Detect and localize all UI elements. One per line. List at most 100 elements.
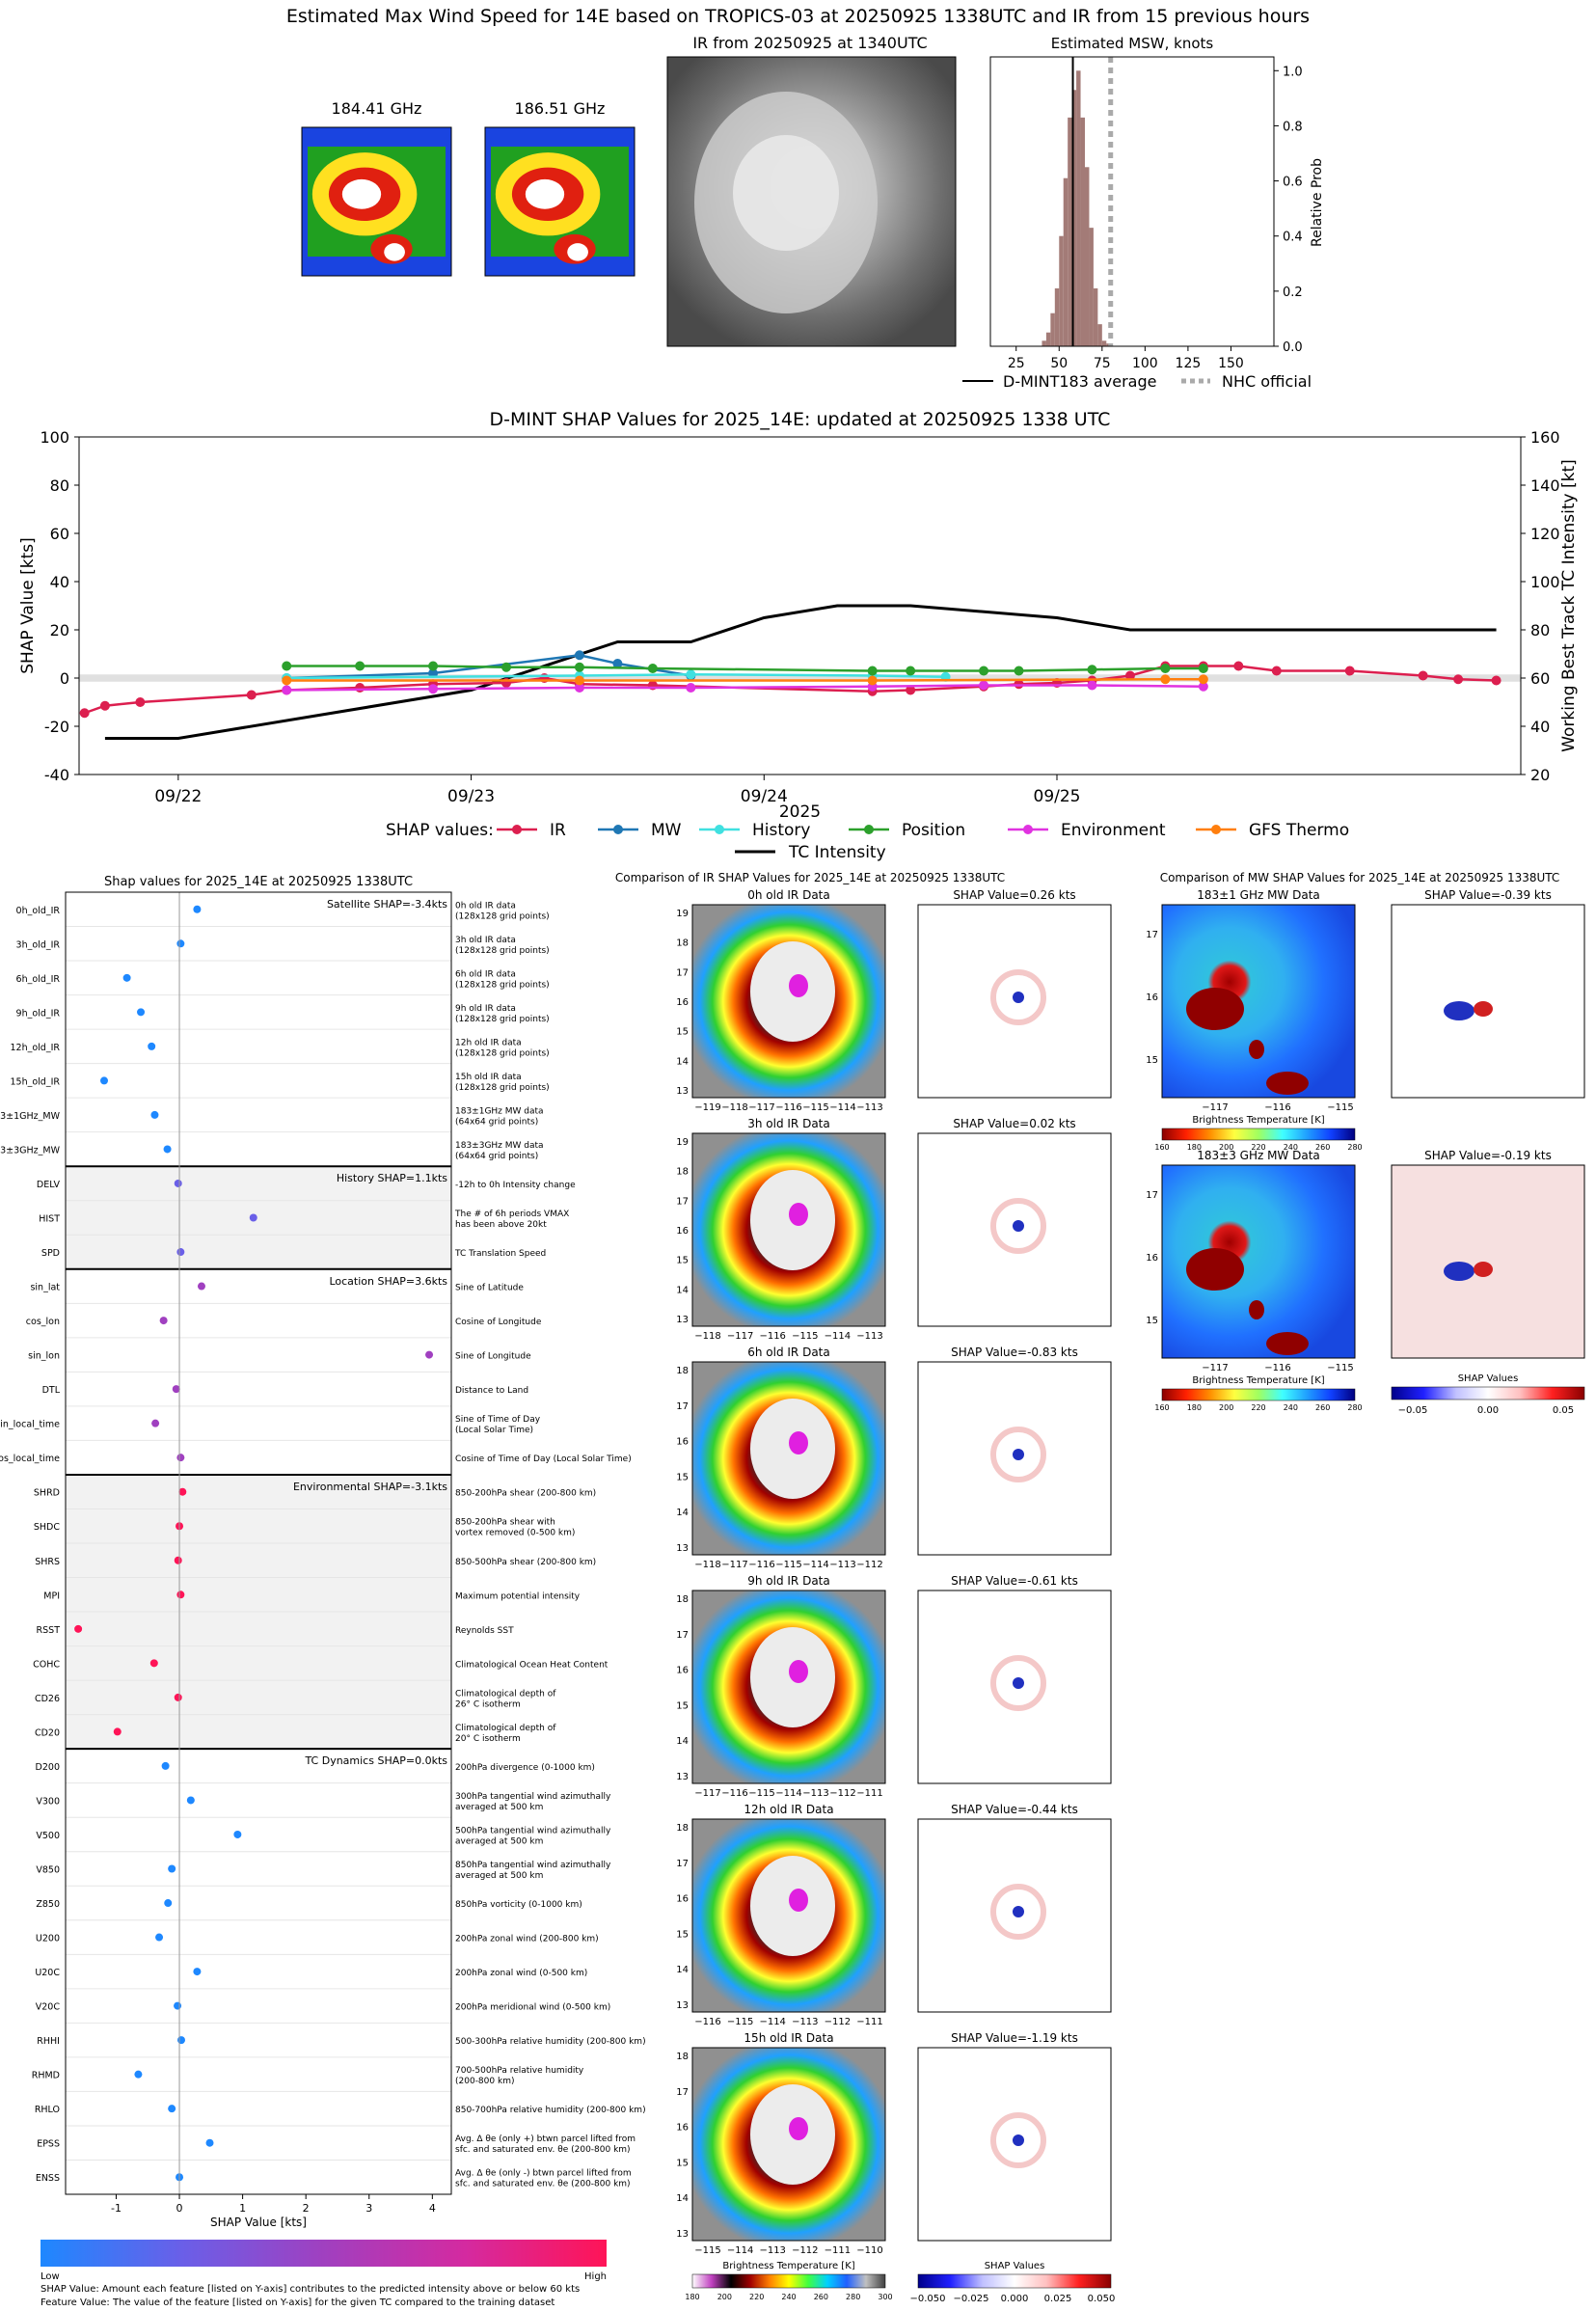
feature-desc: 200hPa meridional wind (0-500 km) bbox=[455, 2003, 610, 2013]
series-point-position bbox=[355, 661, 365, 671]
intensity-ytick-label: 40 bbox=[1530, 718, 1550, 736]
feature-point bbox=[193, 1968, 202, 1976]
shap-ytick-label: -40 bbox=[44, 766, 69, 784]
ir-xtick-label: −116 bbox=[721, 1788, 747, 1799]
series-point-ir bbox=[135, 697, 146, 707]
feature-name: HIST bbox=[39, 1214, 60, 1225]
feature-name: RHLO bbox=[35, 2105, 60, 2115]
ir-ytick-label: 17 bbox=[676, 1630, 689, 1641]
ir-ytick-label: 18 bbox=[676, 1366, 689, 1376]
mw-thumb-1-white2 bbox=[384, 243, 405, 261]
feature-name: sin_lat bbox=[30, 1283, 60, 1293]
feature-point bbox=[122, 973, 131, 982]
series-point-mw bbox=[612, 659, 623, 668]
feature-name: V850 bbox=[36, 1865, 60, 1876]
ir-xtick-label: −117 bbox=[748, 1102, 774, 1113]
ir-xtick-label: −111 bbox=[856, 1788, 882, 1799]
zero-band bbox=[79, 674, 1521, 682]
ir-xtick-label: −113 bbox=[792, 2017, 818, 2027]
feature-desc: Cosine of Time of Day (Local Solar Time) bbox=[455, 1455, 632, 1464]
bar-xtick-label: -1 bbox=[111, 2202, 122, 2215]
ir-xtick-label: −113 bbox=[759, 2245, 785, 2256]
feature-desc: Climatological depth of bbox=[455, 1689, 556, 1699]
ir-xtick-label: −118 bbox=[694, 1560, 720, 1570]
hist-bar bbox=[1050, 313, 1055, 346]
ir-shap-ring bbox=[990, 1427, 1046, 1482]
feature-point bbox=[249, 1213, 257, 1222]
feature-point bbox=[176, 1591, 185, 1599]
mw-shap-cbar-label: SHAP Values bbox=[1458, 1373, 1519, 1384]
ir-shap-center bbox=[1013, 992, 1024, 1003]
feature-desc: Reynolds SST bbox=[455, 1626, 514, 1636]
mw-thumb-2-white bbox=[525, 178, 565, 209]
ir-data-frame bbox=[691, 1361, 886, 1556]
hist-ytick-label: 0.0 bbox=[1283, 340, 1303, 355]
ir-xtick-label: −116 bbox=[759, 1331, 785, 1342]
ir-data-title: 6h old IR Data bbox=[747, 1346, 830, 1359]
mw-shap-frame bbox=[1391, 904, 1585, 1099]
feature-name: SPD bbox=[41, 1248, 60, 1259]
series-point-ir bbox=[1491, 675, 1501, 686]
legend-marker-history bbox=[715, 825, 724, 834]
mw-cbar-tick: 160 bbox=[1154, 1143, 1169, 1152]
hist-xtick-label: 75 bbox=[1094, 356, 1111, 371]
ir-xtick-label: −114 bbox=[825, 1331, 851, 1342]
shap-ytick-label: 40 bbox=[50, 573, 69, 591]
feature-desc: (128x128 grid points) bbox=[455, 911, 550, 921]
feature-desc: 850-700hPa relative humidity (200-800 km… bbox=[455, 2106, 646, 2115]
feature-desc: 500hPa tangential wind azimuthally bbox=[455, 1826, 611, 1835]
mw-cbar-tick: 240 bbox=[1284, 1403, 1298, 1412]
mw-cbar-tick: 200 bbox=[1219, 1403, 1233, 1412]
bar-xtick-label: 0 bbox=[176, 2202, 183, 2215]
ir-xtick-label: −113 bbox=[856, 1331, 882, 1342]
ir-colorbar bbox=[691, 2273, 886, 2289]
ir-ytick-label: 18 bbox=[676, 1823, 689, 1834]
feature-point bbox=[193, 905, 202, 913]
mw-cbar-tick: 280 bbox=[1347, 1143, 1362, 1152]
feature-name: V20C bbox=[36, 2002, 61, 2013]
ir-xtick-label: −114 bbox=[829, 1102, 855, 1113]
hist-xtick-label: 25 bbox=[1008, 356, 1025, 371]
ir-shap-frame bbox=[917, 1818, 1112, 2013]
ir-xtick-label: −111 bbox=[825, 2245, 851, 2256]
intensity-ytick-label: 140 bbox=[1530, 476, 1560, 495]
feature-name: 15h_old_IR bbox=[11, 1076, 61, 1087]
feature-desc: Sine of Latitude bbox=[455, 1284, 524, 1293]
ir-ytick-label: 17 bbox=[676, 1401, 689, 1412]
feature-point bbox=[100, 1076, 108, 1085]
feature-name: CD26 bbox=[35, 1694, 60, 1704]
ir-xtick-label: −118 bbox=[694, 1331, 720, 1342]
feature-point bbox=[172, 1385, 180, 1394]
group-label: History SHAP=1.1kts bbox=[337, 1172, 447, 1184]
feature-point bbox=[137, 1008, 146, 1017]
mw-shap-image bbox=[1392, 905, 1584, 1098]
feature-desc: has been above 20kt bbox=[455, 1220, 547, 1230]
ir-xtick-label: −112 bbox=[825, 2017, 851, 2027]
shap-ytick-label: 100 bbox=[40, 428, 69, 447]
ir-xtick-label: −115 bbox=[775, 1560, 801, 1570]
ir-shap-ring bbox=[990, 1198, 1046, 1254]
feature-point bbox=[177, 2036, 185, 2045]
hist-frame bbox=[989, 56, 1275, 347]
legend-name-position: Position bbox=[902, 821, 965, 840]
mw-shap-red bbox=[1474, 1262, 1493, 1277]
series-point-ir bbox=[1014, 679, 1024, 690]
feature-desc: Avg. Δ θe (only -) btwn parcel lifted fr… bbox=[455, 2169, 632, 2179]
legend-name-gfs: GFS Thermo bbox=[1249, 821, 1349, 840]
ir-ytick-label: 13 bbox=[676, 1315, 689, 1325]
ir-shap-frame bbox=[917, 2047, 1112, 2242]
ir-xtick-label: −114 bbox=[802, 1560, 828, 1570]
ir-ytick-label: 19 bbox=[676, 1137, 689, 1148]
hist-ytick-label: 0.2 bbox=[1283, 285, 1303, 300]
ir-xtick-label: −110 bbox=[856, 2245, 882, 2256]
feature-name: RSST bbox=[37, 1625, 61, 1636]
legend-nhc-label: NHC official bbox=[1222, 372, 1312, 391]
hist-ytick-label: 0.8 bbox=[1283, 120, 1303, 134]
shap-legend-label: SHAP values: bbox=[386, 821, 494, 840]
series-point-ir bbox=[1453, 674, 1464, 685]
ir-data-frame bbox=[691, 2047, 886, 2242]
legend-name-intensity: TC Intensity bbox=[788, 843, 886, 862]
feature-desc: 850-200hPa shear (200-800 km) bbox=[455, 1489, 596, 1499]
feature-desc: (64x64 grid points) bbox=[455, 1117, 538, 1127]
ir-xtick-label: −117 bbox=[721, 1560, 747, 1570]
